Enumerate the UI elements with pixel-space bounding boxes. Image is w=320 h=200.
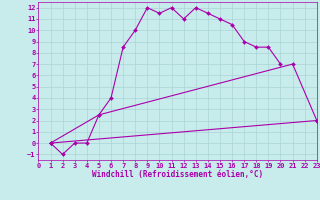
X-axis label: Windchill (Refroidissement éolien,°C): Windchill (Refroidissement éolien,°C): [92, 170, 263, 179]
